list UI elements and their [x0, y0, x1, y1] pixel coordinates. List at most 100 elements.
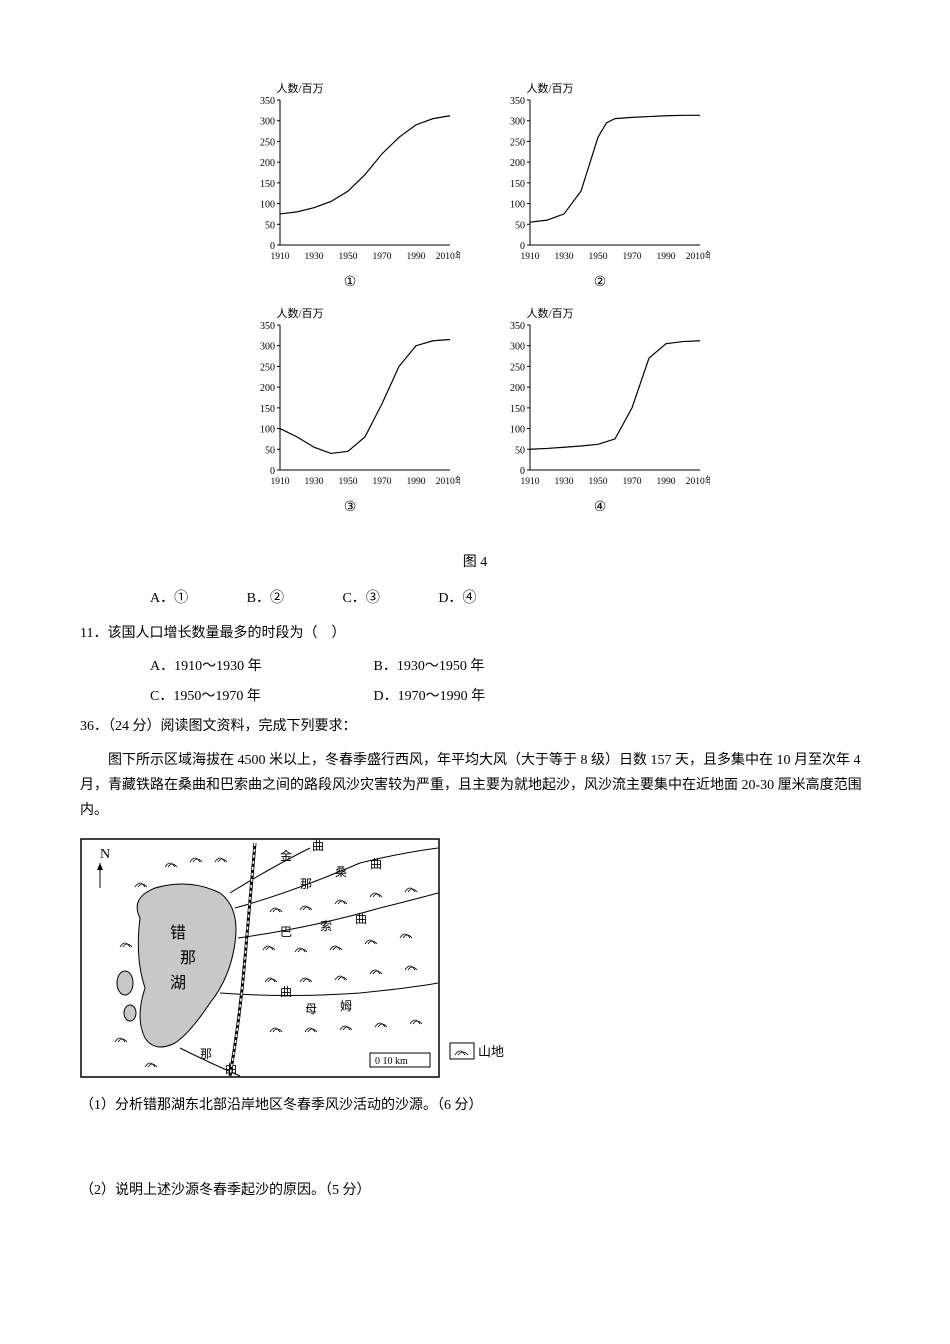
- svg-text:100: 100: [260, 425, 275, 436]
- svg-text:曲: 曲: [370, 857, 382, 871]
- svg-text:150: 150: [260, 179, 275, 190]
- svg-text:人数/百万: 人数/百万: [276, 307, 323, 320]
- svg-text:1970: 1970: [623, 477, 642, 487]
- svg-text:350: 350: [510, 96, 525, 107]
- svg-text:2010年: 2010年: [436, 475, 460, 487]
- svg-text:桑: 桑: [335, 865, 347, 879]
- option-d-text: ④: [462, 591, 476, 606]
- svg-text:1990: 1990: [407, 477, 426, 487]
- map-container: N错那湖金曲那桑曲巴索曲母姆曲那曲0 10 km山地: [80, 838, 870, 1078]
- svg-text:200: 200: [510, 158, 525, 169]
- svg-text:2010年: 2010年: [686, 250, 710, 262]
- q11-text: 该国人口增长数量最多的时段为（ ）: [107, 626, 345, 641]
- q11-d-text: 1970～1990 年: [398, 689, 486, 704]
- svg-text:50: 50: [515, 445, 525, 456]
- q36-prefix: （24 分）阅读图文资料，完成下列要求：: [108, 719, 357, 734]
- chart-panel-3: 人数/百万05010015020025030035019101930195019…: [240, 305, 460, 520]
- svg-text:1950: 1950: [589, 252, 608, 262]
- svg-text:1930: 1930: [555, 477, 574, 487]
- svg-text:250: 250: [510, 137, 525, 148]
- svg-text:350: 350: [260, 321, 275, 332]
- svg-text:100: 100: [260, 200, 275, 211]
- svg-text:300: 300: [260, 117, 275, 128]
- svg-text:金: 金: [280, 848, 292, 863]
- q11-options: A．1910～1930 年 B．1930～1950 年 C．1950～1970 …: [80, 654, 870, 709]
- svg-text:100: 100: [510, 200, 525, 211]
- svg-text:300: 300: [260, 342, 275, 353]
- svg-text:0: 0: [270, 241, 275, 252]
- svg-text:1950: 1950: [589, 477, 608, 487]
- svg-text:曲: 曲: [280, 985, 292, 999]
- chart-row-2: 人数/百万05010015020025030035019101930195019…: [240, 305, 710, 520]
- svg-text:350: 350: [510, 321, 525, 332]
- svg-text:2010年: 2010年: [686, 475, 710, 487]
- chart-row-1: 人数/百万 0 50 100 150 200 250 300 350 1910 1930 1950 19…: [240, 80, 710, 295]
- svg-text:曲: 曲: [355, 912, 367, 926]
- option-b-text: ②: [270, 591, 284, 606]
- svg-text:1970: 1970: [373, 477, 392, 487]
- svg-text:人数/百万: 人数/百万: [276, 82, 323, 95]
- chart-4-label: ④: [594, 495, 607, 520]
- q11-option-d: D．1970～1990 年: [374, 684, 594, 709]
- svg-text:1910: 1910: [271, 252, 290, 262]
- svg-text:1910: 1910: [271, 477, 290, 487]
- chart-panel-2: 人数/百万 0 50 100 150 200 250 300 350 1910 1930 1950 19…: [490, 80, 710, 295]
- chart-3-label: ③: [344, 495, 357, 520]
- svg-text:200: 200: [260, 158, 275, 169]
- option-c-text: ③: [366, 591, 380, 606]
- option-d: D．④: [438, 586, 476, 611]
- option-c: C．③: [342, 586, 379, 611]
- svg-text:1990: 1990: [657, 252, 676, 262]
- svg-text:姆: 姆: [340, 999, 352, 1013]
- svg-text:那: 那: [300, 877, 312, 891]
- chart-2-label: ②: [594, 270, 607, 295]
- svg-text:人数/百万: 人数/百万: [526, 82, 573, 95]
- svg-text:50: 50: [515, 220, 525, 231]
- q11-number: 11．: [80, 626, 107, 641]
- svg-text:1930: 1930: [555, 252, 574, 262]
- chart-panel-4: 人数/百万05010015020025030035019101930195019…: [490, 305, 710, 520]
- q11-option-b: B．1930～1950 年: [374, 654, 594, 679]
- svg-text:300: 300: [510, 117, 525, 128]
- chart-panel-1: 人数/百万05010015020025030035019101930195019…: [240, 80, 460, 295]
- svg-text:山地: 山地: [478, 1044, 504, 1059]
- svg-text:错: 错: [170, 924, 186, 942]
- svg-text:那: 那: [200, 1047, 212, 1061]
- svg-text:1910: 1910: [521, 252, 540, 262]
- svg-text:1970: 1970: [623, 252, 642, 262]
- svg-text:1910: 1910: [521, 477, 540, 487]
- q11-b-text: 1930～1950 年: [397, 659, 485, 674]
- chart-3-svg: 人数/百万05010015020025030035019101930195019…: [240, 305, 460, 490]
- q11-option-c: C．1950～1970 年: [150, 684, 370, 709]
- q11-c-text: 1950～1970 年: [173, 689, 261, 704]
- svg-text:曲: 曲: [312, 839, 324, 853]
- svg-text:湖: 湖: [170, 974, 186, 992]
- svg-text:1990: 1990: [407, 252, 426, 262]
- svg-text:1950: 1950: [339, 252, 358, 262]
- svg-text:1970: 1970: [373, 252, 392, 262]
- q36-number: 36．: [80, 719, 108, 734]
- svg-text:250: 250: [260, 363, 275, 374]
- option-a: A．①: [150, 586, 188, 611]
- question-11: 11．该国人口增长数量最多的时段为（ ）: [80, 621, 870, 646]
- map-svg: N错那湖金曲那桑曲巴索曲母姆曲那曲0 10 km山地: [80, 838, 510, 1078]
- charts-grid: 人数/百万 0 50 100 150 200 250 300 350 1910 1930 1950 19…: [80, 80, 870, 530]
- q11-option-a: A．1910～1930 年: [150, 654, 370, 679]
- svg-text:0 10 km: 0 10 km: [375, 1056, 408, 1067]
- q11-a-text: 1910～1930 年: [174, 659, 262, 674]
- svg-text:350: 350: [260, 96, 275, 107]
- svg-text:人数/百万: 人数/百万: [526, 307, 573, 320]
- svg-text:1930: 1930: [305, 252, 324, 262]
- question-36: 36．（24 分）阅读图文资料，完成下列要求：: [80, 714, 870, 739]
- svg-text:母: 母: [305, 1002, 317, 1016]
- svg-text:300: 300: [510, 342, 525, 353]
- svg-text:1930: 1930: [305, 477, 324, 487]
- svg-text:那: 那: [180, 949, 196, 967]
- q36-passage: 图下所示区域海拔在 4500 米以上，冬春季盛行西风，年平均大风（大于等于 8 …: [80, 748, 870, 824]
- q36-sub1: （1）分析错那湖东北部沿岸地区冬春季风沙活动的沙源。（6 分）: [80, 1093, 870, 1118]
- svg-text:100: 100: [510, 425, 525, 436]
- svg-text:150: 150: [510, 179, 525, 190]
- svg-text:150: 150: [260, 404, 275, 415]
- figure-caption: 图 4: [80, 550, 870, 575]
- svg-text:0: 0: [520, 241, 525, 252]
